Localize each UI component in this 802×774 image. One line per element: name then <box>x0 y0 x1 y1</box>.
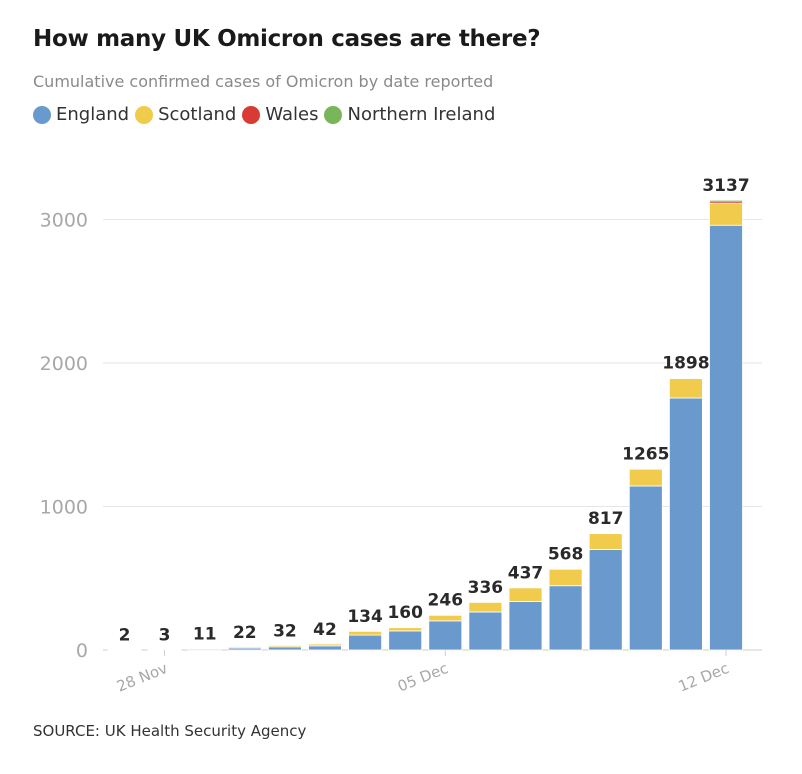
bar-england-03-dec <box>348 634 383 651</box>
data-label-10-dec: 1265 <box>622 444 669 464</box>
data-label-03-dec: 134 <box>347 607 383 627</box>
bar-wales-07-dec <box>508 586 543 589</box>
bar-england-07-dec <box>508 601 543 651</box>
bar-scotland-07-dec <box>508 587 543 602</box>
bar-scotland-08-dec <box>548 568 583 587</box>
legend-label-england: England <box>56 104 130 125</box>
bar-northern-ireland-11-dec <box>669 377 703 379</box>
legend-item-wales: Wales <box>242 104 318 125</box>
bar-england-27-nov <box>107 649 142 651</box>
legend-swatch-england <box>33 105 51 124</box>
bar-wales-05-dec <box>428 614 463 616</box>
bar-scotland-12-dec <box>709 202 743 226</box>
bar-scotland-09-dec <box>588 532 623 550</box>
bar-scotland-30-nov <box>227 646 262 649</box>
bar-wales-06-dec <box>468 601 503 603</box>
bar-wales-04-dec <box>388 626 423 629</box>
data-label-29-nov: 11 <box>193 624 217 644</box>
chart-subtitle: Cumulative confirmed cases of Omicron by… <box>33 72 494 91</box>
chart-title: How many UK Omicron cases are there? <box>33 26 541 52</box>
legend-item-northern-ireland: Northern Ireland <box>324 104 495 125</box>
x-tick-label-28-nov: 28 Nov <box>114 659 170 696</box>
x-tick-label-12-dec: 12 Dec <box>676 659 732 696</box>
bar-scotland-06-dec <box>468 601 503 613</box>
data-label-28-nov: 3 <box>159 626 171 646</box>
data-label-08-dec: 568 <box>548 544 584 564</box>
data-label-07-dec: 437 <box>508 563 544 583</box>
data-label-11-dec: 1898 <box>662 354 709 374</box>
legend-swatch-scotland <box>135 105 154 124</box>
bar-england-12-dec <box>709 224 743 651</box>
data-label-27-nov: 2 <box>119 626 131 646</box>
bar-england-09-dec <box>588 549 623 651</box>
bar-northern-ireland-08-dec <box>548 568 583 570</box>
data-label-05-dec: 246 <box>428 591 464 611</box>
bar-scotland-10-dec <box>628 468 663 487</box>
data-label-12-dec: 3137 <box>702 176 749 196</box>
bar-england-11-dec <box>669 397 703 651</box>
bar-england-05-dec <box>428 620 463 651</box>
data-label-01-dec: 32 <box>273 621 297 641</box>
bar-scotland-02-dec <box>308 643 342 647</box>
bar-northern-ireland-12-dec <box>709 199 743 202</box>
legend-swatch-wales <box>242 105 261 124</box>
legend: England Scotland Wales Northern Ireland <box>33 104 501 125</box>
data-label-09-dec: 817 <box>588 509 624 529</box>
source-note: SOURCE: UK Health Security Agency <box>33 722 307 740</box>
bar-england-08-dec <box>548 585 583 651</box>
data-label-06-dec: 336 <box>468 578 504 598</box>
bar-northern-ireland-09-dec <box>588 532 623 534</box>
y-tick-label-3000: 3000 <box>40 210 88 232</box>
bar-scotland-29-nov <box>187 648 222 650</box>
y-tick-label-2000: 2000 <box>40 353 88 375</box>
bar-scotland-01-dec <box>267 645 302 648</box>
legend-label-scotland: Scotland <box>158 104 237 125</box>
bar-england-10-dec <box>628 485 663 651</box>
legend-swatch-northern-ireland <box>324 105 343 124</box>
bar-scotland-05-dec <box>428 614 463 622</box>
bar-scotland-11-dec <box>669 378 703 399</box>
data-label-30-nov: 22 <box>233 623 257 643</box>
y-tick-label-0: 0 <box>76 640 88 662</box>
data-label-04-dec: 160 <box>387 603 423 623</box>
legend-label-northern-ireland: Northern Ireland <box>347 104 496 125</box>
legend-item-scotland: Scotland <box>135 104 236 125</box>
bar-wales-03-dec <box>348 630 383 632</box>
data-label-02-dec: 42 <box>313 620 337 640</box>
bar-england-01-dec <box>267 646 302 651</box>
x-tick-label-05-dec: 05 Dec <box>395 659 451 696</box>
y-tick-label-1000: 1000 <box>40 497 88 519</box>
legend-label-wales: Wales <box>265 104 319 125</box>
bar-england-06-dec <box>468 611 503 651</box>
bar-england-04-dec <box>388 630 423 651</box>
legend-item-england: England <box>33 104 129 125</box>
bar-northern-ireland-10-dec <box>628 468 663 470</box>
bar-england-02-dec <box>308 645 342 651</box>
